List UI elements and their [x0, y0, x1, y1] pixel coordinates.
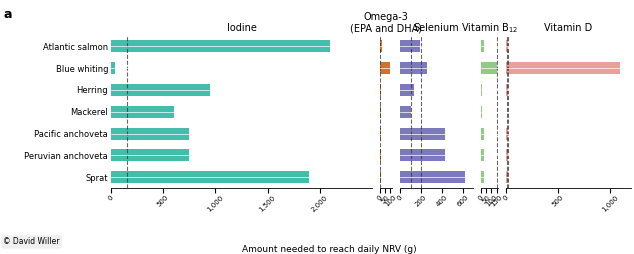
Bar: [505, 171, 508, 183]
Bar: [380, 40, 382, 52]
Title: Selenium: Selenium: [414, 23, 460, 33]
Bar: [481, 106, 482, 118]
Bar: [111, 128, 190, 139]
Text: Amount needed to reach daily NRV (g): Amount needed to reach daily NRV (g): [242, 245, 417, 254]
Bar: [111, 106, 174, 118]
Bar: [481, 84, 482, 96]
Title: Vitamin D: Vitamin D: [544, 23, 592, 33]
Bar: [481, 62, 496, 74]
Bar: [481, 171, 484, 183]
Bar: [380, 62, 390, 74]
Bar: [400, 149, 445, 161]
Bar: [481, 40, 484, 52]
Text: a: a: [3, 8, 11, 21]
Bar: [505, 84, 508, 96]
Bar: [111, 62, 115, 74]
Bar: [400, 40, 420, 52]
Bar: [481, 149, 484, 161]
Bar: [505, 128, 508, 139]
Bar: [400, 62, 427, 74]
Bar: [111, 171, 309, 183]
Title: Omega-3
(EPA and DHA): Omega-3 (EPA and DHA): [350, 12, 422, 33]
Text: © David Willer: © David Willer: [3, 237, 60, 246]
Bar: [400, 106, 411, 118]
Bar: [505, 149, 508, 161]
Bar: [505, 40, 508, 52]
Title: Iodine: Iodine: [226, 23, 256, 33]
Bar: [481, 128, 484, 139]
Bar: [505, 62, 621, 74]
Bar: [111, 40, 330, 52]
Bar: [505, 106, 507, 118]
Bar: [400, 171, 465, 183]
Bar: [111, 84, 210, 96]
Bar: [400, 84, 414, 96]
Bar: [400, 128, 445, 139]
Title: Vitamin B$_{12}$: Vitamin B$_{12}$: [461, 21, 518, 35]
Bar: [111, 149, 190, 161]
